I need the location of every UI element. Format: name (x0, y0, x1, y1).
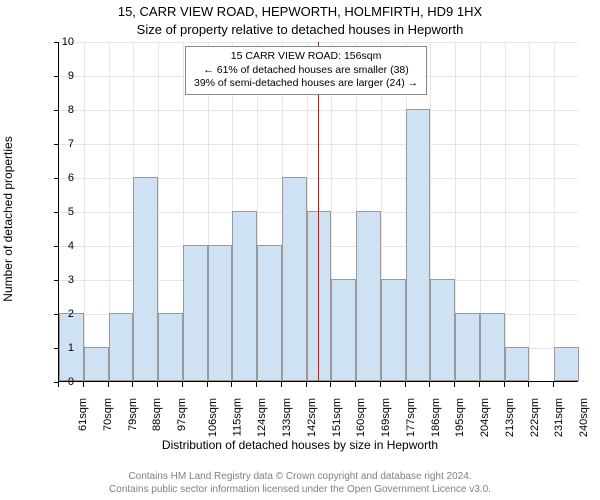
x-tick-mark (553, 382, 554, 387)
x-tick-label: 79sqm (127, 398, 139, 431)
x-tick-label: 115sqm (231, 398, 243, 436)
histogram-bar (331, 279, 356, 381)
histogram-bar (133, 177, 158, 381)
y-tick-label: 3 (44, 274, 74, 286)
footer-line1: Contains HM Land Registry data © Crown c… (0, 470, 600, 483)
histogram-bar (282, 177, 307, 381)
gridline-v (505, 42, 506, 381)
x-tick-mark (504, 382, 505, 387)
x-tick-label: 88sqm (151, 398, 163, 431)
x-tick-mark (132, 382, 133, 387)
y-axis-title: Number of detached properties (1, 136, 15, 301)
y-tick-label: 4 (44, 240, 74, 252)
x-tick-mark (157, 382, 158, 387)
chart-title-address: 15, CARR VIEW ROAD, HEPWORTH, HOLMFIRTH,… (0, 4, 600, 19)
y-tick-label: 1 (44, 342, 74, 354)
x-tick-label: 222sqm (529, 398, 541, 437)
x-tick-mark (306, 382, 307, 387)
histogram-bar (84, 347, 109, 381)
x-tick-label: 204sqm (479, 398, 491, 437)
histogram-bar (406, 109, 431, 381)
histogram-bar (430, 279, 455, 381)
y-tick-label: 0 (44, 376, 74, 388)
histogram-bar (232, 211, 257, 381)
x-tick-label: 186sqm (430, 398, 442, 437)
y-tick-label: 2 (44, 308, 74, 320)
x-tick-mark (281, 382, 282, 387)
y-tick-label: 9 (44, 70, 74, 82)
x-tick-mark (231, 382, 232, 387)
x-axis-title: Distribution of detached houses by size … (0, 438, 600, 452)
histogram-bar (158, 313, 183, 381)
histogram-bar (455, 313, 480, 381)
x-tick-label: 169sqm (380, 398, 392, 437)
x-tick-mark (207, 382, 208, 387)
histogram-bar (381, 279, 406, 381)
x-tick-mark (479, 382, 480, 387)
y-tick-label: 5 (44, 206, 74, 218)
x-tick-label: 213sqm (504, 398, 516, 437)
gridline-v (84, 42, 85, 381)
y-tick-label: 8 (44, 104, 74, 116)
x-tick-mark (182, 382, 183, 387)
x-tick-label: 70sqm (102, 398, 114, 431)
callout-box: 15 CARR VIEW ROAD: 156sqm← 61% of detach… (185, 46, 427, 95)
histogram-bar (257, 245, 282, 381)
histogram-bar (208, 245, 233, 381)
histogram-bar (505, 347, 530, 381)
x-tick-label: 124sqm (256, 398, 268, 437)
histogram-bar (356, 211, 381, 381)
x-tick-label: 97sqm (176, 398, 188, 431)
x-tick-label: 133sqm (281, 398, 293, 437)
histogram-bar (554, 347, 579, 381)
x-tick-label: 160sqm (356, 398, 368, 437)
histogram-bar (307, 211, 332, 381)
x-tick-label: 231sqm (554, 398, 566, 437)
x-tick-mark (528, 382, 529, 387)
x-tick-label: 106sqm (207, 398, 219, 437)
y-tick-label: 7 (44, 138, 74, 150)
y-tick-label: 10 (44, 36, 74, 48)
x-tick-label: 240sqm (578, 398, 590, 437)
x-tick-label: 195sqm (455, 398, 467, 437)
x-tick-mark (330, 382, 331, 387)
callout-line3: 39% of semi-detached houses are larger (… (194, 77, 418, 91)
x-tick-mark (429, 382, 430, 387)
x-tick-label: 151sqm (331, 398, 343, 437)
gridline-v (554, 42, 555, 381)
histogram-bar (480, 313, 505, 381)
x-tick-mark (108, 382, 109, 387)
footer-line2: Contains public sector information licen… (0, 483, 600, 496)
y-tick-label: 6 (44, 172, 74, 184)
histogram-bar (183, 245, 208, 381)
x-tick-label: 177sqm (405, 398, 417, 437)
callout-line1: 15 CARR VIEW ROAD: 156sqm (194, 50, 418, 64)
chart-subtitle: Size of property relative to detached ho… (0, 22, 600, 37)
x-tick-mark (58, 382, 59, 387)
footer-attribution: Contains HM Land Registry data © Crown c… (0, 470, 600, 496)
gridline-v (529, 42, 530, 381)
x-tick-mark (380, 382, 381, 387)
x-tick-label: 142sqm (306, 398, 318, 437)
histogram-bar (109, 313, 134, 381)
x-tick-mark (405, 382, 406, 387)
x-tick-mark (256, 382, 257, 387)
x-tick-label: 61sqm (77, 398, 89, 431)
callout-line2: ← 61% of detached houses are smaller (38… (194, 64, 418, 78)
x-tick-mark (355, 382, 356, 387)
x-tick-mark (454, 382, 455, 387)
x-tick-mark (83, 382, 84, 387)
